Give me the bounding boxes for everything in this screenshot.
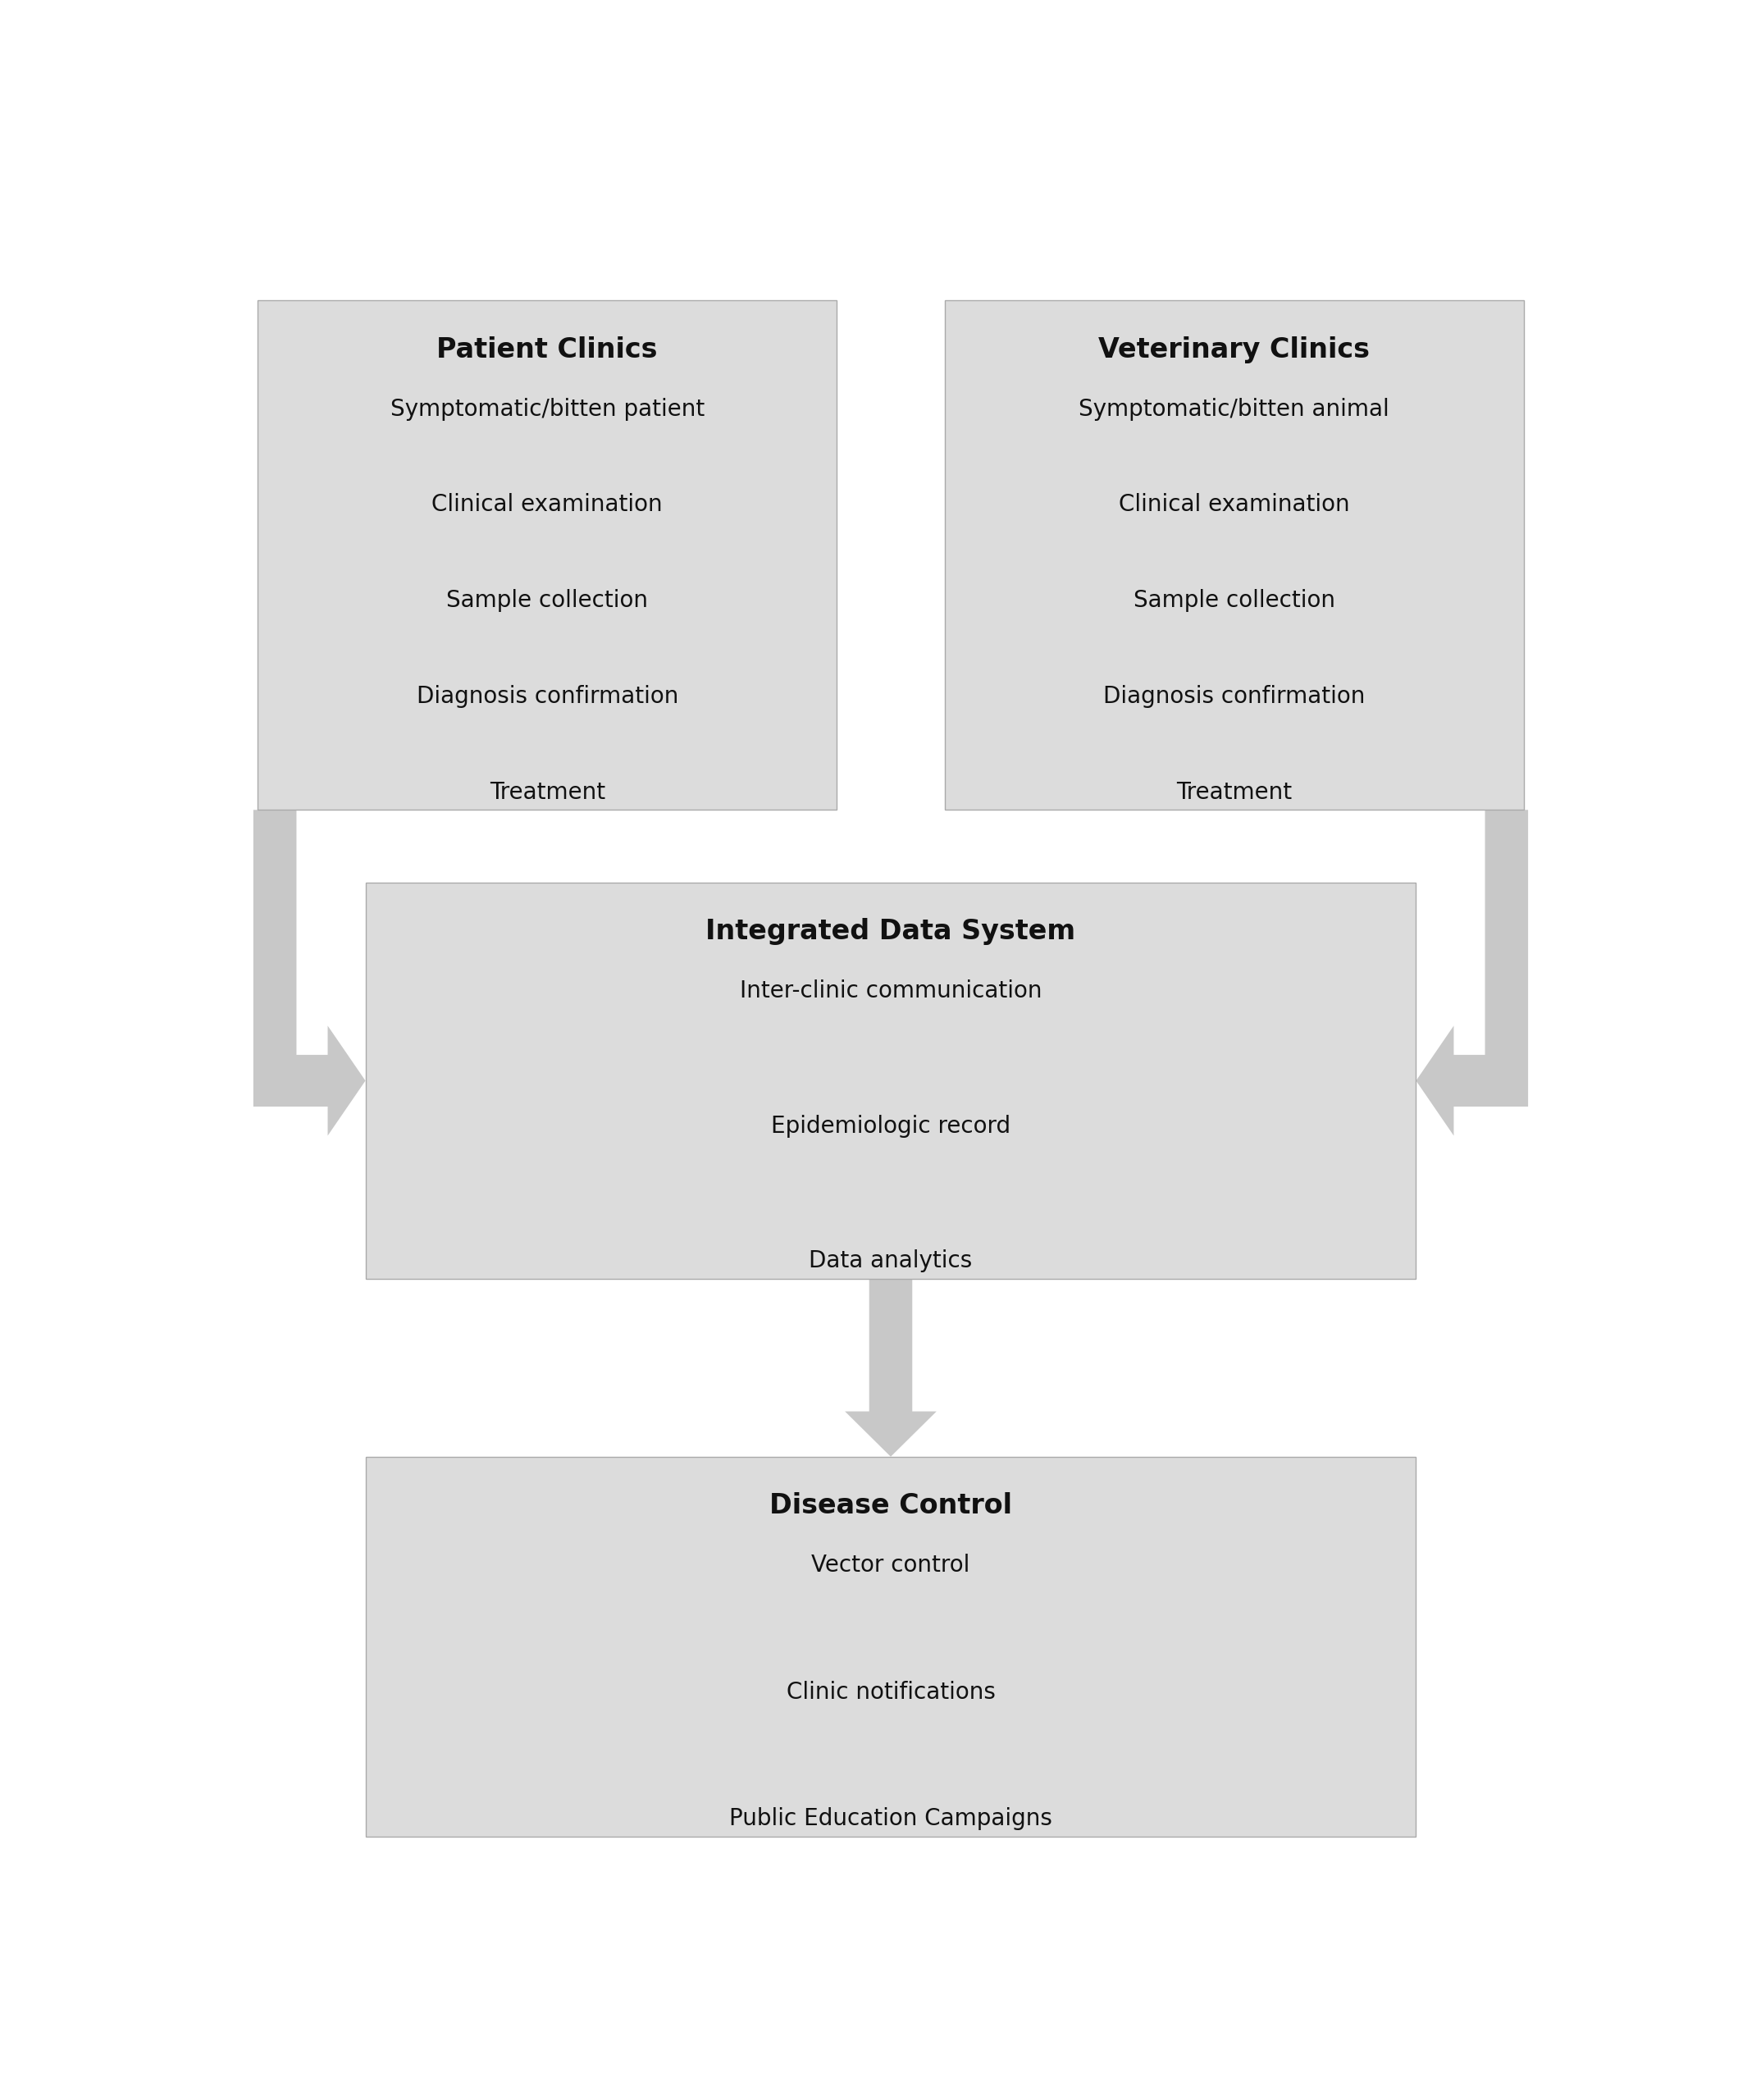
Text: Data analytics: Data analytics bbox=[808, 1249, 973, 1273]
Text: Clinic notifications: Clinic notifications bbox=[786, 1680, 996, 1703]
Text: Diagnosis confirmation: Diagnosis confirmation bbox=[1104, 685, 1364, 708]
Text: Vector control: Vector control bbox=[812, 1554, 970, 1577]
Text: Disease Control: Disease Control bbox=[770, 1493, 1012, 1518]
FancyBboxPatch shape bbox=[257, 300, 838, 811]
Text: Clinical examination: Clinical examination bbox=[1119, 493, 1350, 517]
Polygon shape bbox=[845, 1279, 937, 1457]
Polygon shape bbox=[254, 811, 365, 1136]
Text: Integrated Data System: Integrated Data System bbox=[706, 918, 1076, 945]
Text: Treatment: Treatment bbox=[1177, 781, 1291, 804]
Text: Veterinary Clinics: Veterinary Clinics bbox=[1098, 336, 1370, 363]
Text: Symptomatic/bitten animal: Symptomatic/bitten animal bbox=[1079, 397, 1389, 420]
Polygon shape bbox=[1416, 811, 1528, 1136]
FancyBboxPatch shape bbox=[365, 882, 1416, 1279]
Text: Inter-clinic communication: Inter-clinic communication bbox=[740, 979, 1041, 1002]
Text: Public Education Campaigns: Public Education Campaigns bbox=[730, 1808, 1051, 1831]
Text: Diagnosis confirmation: Diagnosis confirmation bbox=[417, 685, 678, 708]
Text: Clinical examination: Clinical examination bbox=[431, 493, 662, 517]
Text: Treatment: Treatment bbox=[490, 781, 605, 804]
Text: Sample collection: Sample collection bbox=[1133, 590, 1335, 611]
FancyBboxPatch shape bbox=[365, 1457, 1416, 1838]
Text: Patient Clinics: Patient Clinics bbox=[436, 336, 657, 363]
Text: Epidemiologic record: Epidemiologic record bbox=[772, 1115, 1010, 1138]
Text: Symptomatic/bitten patient: Symptomatic/bitten patient bbox=[389, 397, 704, 420]
FancyBboxPatch shape bbox=[945, 300, 1524, 811]
Text: Sample collection: Sample collection bbox=[447, 590, 648, 611]
